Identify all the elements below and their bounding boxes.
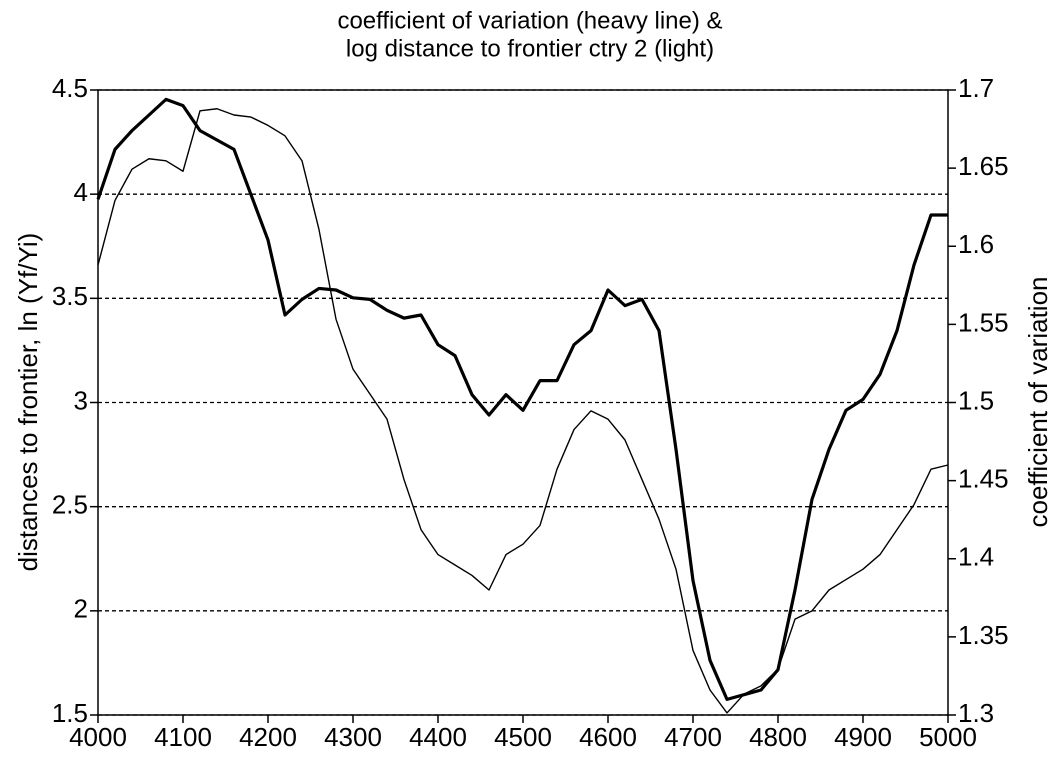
y2-tick-label: 1.4 xyxy=(958,542,994,572)
line-series xyxy=(97,108,949,714)
x-tick-label: 5000 xyxy=(919,722,977,752)
x-tick-label: 4000 xyxy=(69,722,127,752)
y-tick-label: 4 xyxy=(74,177,88,207)
x-tick-label: 4600 xyxy=(579,722,637,752)
x-tick-label: 4800 xyxy=(749,722,807,752)
chart-title: coefficient of variation (heavy line) & xyxy=(337,7,722,34)
y2-tick-label: 1.65 xyxy=(958,151,1009,181)
y2-tick-label: 1.3 xyxy=(958,698,994,728)
x-tick-label: 4200 xyxy=(239,722,297,752)
x-tick-label: 4300 xyxy=(324,722,382,752)
y-tick-label: 3.5 xyxy=(52,281,88,311)
y2-axis-label: coefficient of variation xyxy=(1023,277,1053,528)
y-tick-label: 1.5 xyxy=(52,698,88,728)
y2-tick-label: 1.5 xyxy=(958,385,994,415)
x-tick-label: 4100 xyxy=(154,722,212,752)
y2-tick-label: 1.55 xyxy=(958,307,1009,337)
chart-title: log distance to frontier ctry 2 (light) xyxy=(346,35,714,62)
y2-tick-label: 1.7 xyxy=(958,73,994,103)
y2-tick-label: 1.35 xyxy=(958,620,1009,650)
x-tick-label: 4400 xyxy=(409,722,467,752)
y-tick-label: 3 xyxy=(74,385,88,415)
y-tick-label: 4.5 xyxy=(52,73,88,103)
x-tick-label: 4700 xyxy=(664,722,722,752)
x-tick-label: 4500 xyxy=(494,722,552,752)
x-tick-label: 4900 xyxy=(834,722,892,752)
y-tick-label: 2 xyxy=(74,594,88,624)
plot-frame xyxy=(97,89,949,716)
y2-tick-label: 1.45 xyxy=(958,464,1009,494)
line-series xyxy=(96,97,948,701)
y2-tick-label: 1.6 xyxy=(958,229,994,259)
y-axis-label: distances to frontier, ln (Yf/Yi) xyxy=(13,233,43,572)
y-tick-label: 2.5 xyxy=(52,490,88,520)
